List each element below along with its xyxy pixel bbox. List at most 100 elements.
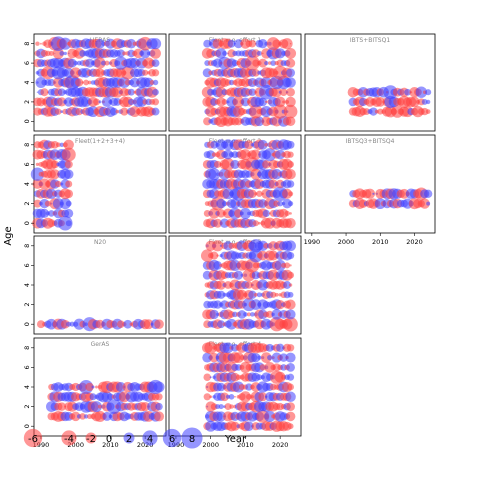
panel-title: N20 <box>94 239 106 246</box>
residual-point <box>122 51 127 56</box>
residual-point <box>285 96 296 108</box>
y-tick-label: 2 <box>23 202 31 206</box>
residual-point <box>39 208 50 218</box>
panel-fleet-wo-effort-1: Fleet w.o. effort 1 <box>168 33 302 132</box>
residual-point <box>274 96 286 108</box>
residual-point <box>258 392 268 402</box>
residual-point <box>287 201 294 207</box>
residual-point <box>216 382 226 392</box>
y-tick-label: 4 <box>23 80 31 84</box>
residual-point <box>151 107 160 116</box>
residual-point <box>215 48 227 59</box>
residual-point <box>275 149 285 160</box>
residual-point <box>93 98 100 106</box>
residual-point <box>133 48 143 59</box>
residual-point <box>30 167 45 181</box>
residual-point <box>221 158 235 171</box>
residual-point <box>287 160 294 168</box>
residual-point <box>364 188 376 199</box>
residual-point <box>52 47 64 59</box>
residual-point <box>79 413 86 420</box>
residual-point <box>264 362 276 373</box>
residual-point <box>287 271 295 279</box>
legend-entry: -2 <box>85 432 97 445</box>
residual-point <box>64 189 74 199</box>
y-tick-label: 4 <box>23 182 31 186</box>
residual-point <box>287 191 294 197</box>
residual-point <box>285 168 296 180</box>
residual-point <box>426 201 431 206</box>
residual-point <box>252 220 259 227</box>
residual-point <box>152 98 160 106</box>
residual-point <box>55 180 62 188</box>
residual-point <box>36 91 39 93</box>
residual-point <box>63 51 67 56</box>
residual-point <box>102 411 112 421</box>
panel-title: GerAS <box>91 341 110 348</box>
residual-point <box>285 77 296 88</box>
residual-point <box>154 411 165 422</box>
residual-point <box>218 404 224 410</box>
y-tick-label: 6 <box>23 365 31 369</box>
legend-entry: 6 <box>162 428 182 448</box>
residual-point <box>106 393 114 401</box>
residual-point <box>222 51 227 56</box>
residual-point <box>271 87 282 98</box>
residual-point <box>216 280 226 290</box>
legend-label: -2 <box>86 434 96 445</box>
residual-point <box>33 199 42 208</box>
residual-point <box>226 318 237 330</box>
legend-bubble <box>23 428 43 448</box>
residual-point <box>271 309 282 320</box>
panel-HERAS: HERAS02468 <box>23 33 167 132</box>
residual-point <box>216 209 226 218</box>
residual-point <box>236 289 248 300</box>
residual-point <box>248 39 257 48</box>
residual-point <box>260 76 272 89</box>
residual-point <box>51 141 59 149</box>
residual-point <box>50 160 59 169</box>
residual-point <box>287 151 294 158</box>
panel-ibts-bitsq3: IBTSQ3+BITSQ4 <box>304 134 436 234</box>
residual-point <box>44 200 51 207</box>
residual-point <box>283 316 298 332</box>
residual-point <box>248 189 257 199</box>
residual-point <box>55 142 61 148</box>
residual-point <box>285 352 296 363</box>
residual-point <box>115 109 120 114</box>
residual-point <box>423 189 433 198</box>
y-tick-label: 6 <box>23 162 31 166</box>
residual-point <box>256 292 262 298</box>
residual-point <box>64 160 73 169</box>
residual-point <box>213 300 222 309</box>
residual-point <box>263 148 277 162</box>
panel-fleet-wo-effort-2: Fleet w.o. effort 2 <box>168 134 302 234</box>
residual-point <box>81 81 84 84</box>
x-axis-title: Year <box>224 434 247 445</box>
residual-point <box>221 99 228 105</box>
residual-point <box>231 59 239 67</box>
residual-point <box>260 352 272 363</box>
residual-point <box>222 292 227 297</box>
y-axis-title: Age <box>3 226 14 245</box>
residual-point <box>415 86 428 98</box>
residual-point <box>264 142 269 147</box>
panel-title: IBTS+BITSQ1 <box>350 37 390 44</box>
residual-point <box>274 259 286 271</box>
panel-frame <box>168 33 302 132</box>
residual-point <box>95 385 99 389</box>
residual-point <box>254 116 265 127</box>
residual-point <box>239 207 251 219</box>
residual-point <box>285 309 296 320</box>
residual-point <box>285 218 296 229</box>
residual-point <box>36 320 45 329</box>
residual-point <box>213 261 222 270</box>
residual-point <box>258 221 261 225</box>
residual-point <box>265 343 274 352</box>
residual-point <box>150 48 161 59</box>
residual-point <box>421 107 429 116</box>
panel-title: Fleet(1+2+3+4) <box>75 138 125 145</box>
residual-point <box>59 37 72 50</box>
residual-point <box>257 139 268 150</box>
